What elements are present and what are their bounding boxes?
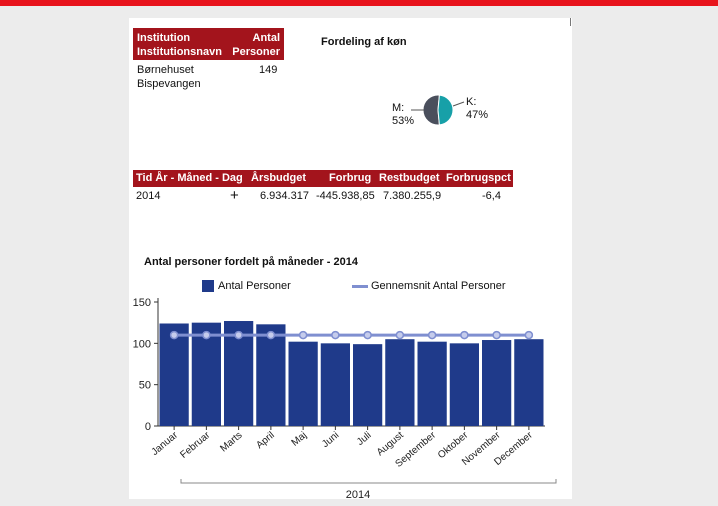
bar	[514, 339, 544, 426]
average-point	[234, 330, 243, 340]
inst-name-line1: Børnehuset	[137, 64, 194, 76]
average-point	[460, 330, 469, 340]
budget-table-header: Tid År - Måned - Dag Årsbudget Forbrug R…	[133, 170, 513, 187]
budget-expand-button[interactable]: +	[230, 187, 239, 204]
average-point	[524, 330, 534, 340]
average-point	[202, 330, 211, 340]
pie-slice-male	[422, 94, 440, 126]
legend-line-label: Gennemsnit Antal Personer	[371, 280, 506, 292]
inst-header-institutionsnavn: Institutionsnavn	[137, 46, 222, 58]
budget-header-tid: Tid År - Måned - Dag	[136, 172, 243, 184]
average-point	[395, 330, 405, 340]
bar	[159, 323, 189, 426]
y-tick-label: 150	[133, 297, 151, 309]
inst-header-personer: Personer	[232, 46, 280, 58]
budget-forbrug: -445.938,85	[316, 190, 375, 202]
budget-header-forbrugspct: Forbrugspct	[446, 172, 511, 184]
average-point	[363, 330, 372, 340]
average-point	[266, 330, 276, 340]
average-point	[169, 330, 179, 340]
x-tick-label: Februar	[178, 429, 212, 460]
inst-header-institution: Institution	[137, 32, 191, 44]
gender-pie-chart	[411, 94, 465, 126]
bar	[256, 324, 286, 426]
legend-line-swatch	[352, 285, 368, 288]
y-tick-label: 0	[145, 421, 151, 433]
inst-header-antal: Antal	[252, 32, 281, 44]
bar	[320, 343, 350, 426]
x-tick-label: Juni	[320, 430, 341, 450]
budget-year: 2014	[136, 190, 161, 202]
bar	[191, 322, 221, 426]
x-group-bracket	[180, 479, 557, 484]
bar	[417, 341, 447, 426]
x-tick-label: Juli	[355, 430, 374, 448]
x-tick-label: April	[254, 430, 276, 451]
inst-name-line2: Bispevangen	[137, 78, 201, 90]
average-point	[427, 330, 437, 340]
budget-forbrugspct: -6,4	[482, 190, 501, 202]
average-point	[298, 330, 308, 340]
inst-table-header: Institution Institutionsnavn Antal Perso…	[133, 28, 284, 60]
x-tick-label: Maj	[290, 430, 309, 449]
pie-leader-female	[452, 101, 465, 107]
budget-header-forbrug: Forbrug	[329, 172, 372, 184]
bar	[482, 340, 512, 426]
budget-header-aarsbudget: Årsbudget	[251, 172, 306, 184]
top-accent-bar	[0, 0, 718, 6]
average-point	[492, 330, 501, 340]
legend-bar-label: Antal Personer	[218, 280, 291, 292]
pie-label-male-name: M:	[392, 102, 405, 114]
y-tick-label: 100	[133, 338, 151, 350]
budget-header-restbudget: Restbudget	[379, 172, 440, 184]
pie-label-female: K: 47%	[466, 96, 488, 122]
legend-bar-swatch	[202, 280, 214, 292]
inst-count: 149	[259, 64, 278, 76]
bar	[353, 344, 383, 426]
panel-edge-marker	[570, 18, 571, 26]
pie-slice-female	[437, 94, 454, 126]
x-tick-label: Januar	[150, 429, 181, 458]
y-tick-label: 50	[139, 380, 151, 392]
x-group-label: 2014	[346, 489, 370, 501]
bar	[385, 339, 415, 426]
bar	[449, 343, 479, 426]
budget-restbudget: 7.380.255,9	[383, 190, 442, 202]
monthly-chart-title: Antal personer fordelt på måneder - 2014	[144, 256, 358, 268]
bar	[288, 341, 318, 426]
pie-label-male-pct: 53%	[392, 115, 415, 127]
pie-label-female-name: K:	[466, 96, 477, 108]
budget-aarsbudget: 6.934.317	[260, 190, 309, 202]
gender-chart-title: Fordeling af køn	[321, 36, 407, 48]
x-tick-label: Marts	[218, 430, 244, 454]
pie-label-male: M: 53%	[392, 102, 414, 128]
average-point	[331, 330, 340, 340]
pie-label-female-pct: 47%	[466, 109, 489, 121]
